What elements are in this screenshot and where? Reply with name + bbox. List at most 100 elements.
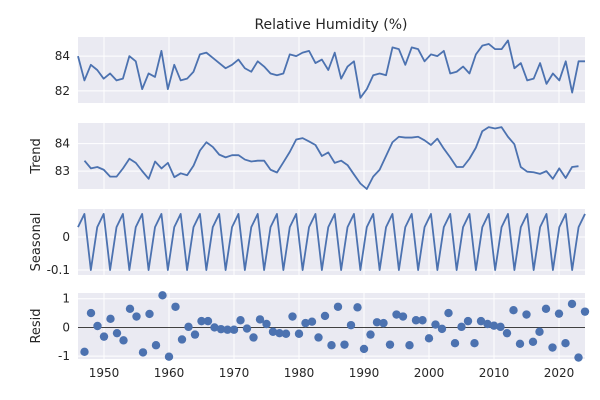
resid-point [106,314,115,324]
resid-point [476,316,486,326]
resid-point [567,299,577,309]
resid-point [301,318,310,328]
chart-title: Relative Humidity (%) [254,17,407,33]
resid-point [249,333,258,342]
resid-point [255,315,265,324]
resid-point [385,340,395,349]
resid-point [112,328,122,338]
resid-point [496,322,505,332]
resid-point [327,341,336,350]
observed-ytick-label: 84 [55,49,70,63]
resid-point [489,321,499,330]
resid-point [379,318,388,328]
seasonal-ytick-label: 0 [62,230,70,244]
trend-ytick-label: 84 [55,137,70,151]
resid-point [99,332,109,341]
resid-point [281,329,291,338]
resid-point [275,328,284,338]
resid-point [80,347,89,357]
resid-point [444,308,453,318]
resid-point [509,306,518,315]
resid-point [528,337,538,346]
resid-point [431,320,440,329]
resid-ytick-label: 1 [62,292,70,306]
resid-point [210,323,219,332]
resid-point [190,330,200,339]
resid-point [119,336,128,345]
resid-point [405,341,414,350]
trend-series-line [83,126,579,190]
observed-panel: 82 84 [55,37,585,103]
xtick-label: 1970 [219,366,250,380]
resid-point [502,328,512,338]
trend-ytick-label: 83 [55,164,70,178]
resid-point [288,312,297,321]
resid-point [574,353,583,362]
resid-point [580,307,590,316]
resid-point [171,302,180,311]
seasonal-panel: -0.1 0 Seasonal [29,209,586,277]
observed-panel-background [78,37,585,103]
resid-point [424,334,434,343]
resid-point [359,344,369,354]
resid-point [86,308,96,318]
resid-point [307,317,317,326]
xtick-label: 2000 [414,366,445,380]
resid-point [483,319,492,329]
resid-point [392,310,401,319]
resid-point [541,304,551,313]
resid-point [411,316,421,325]
resid-point [340,340,349,349]
resid-point [450,339,460,348]
resid-point [223,325,232,334]
resid-ylabel: Resid [29,308,44,343]
resid-point [353,303,362,312]
resid-point [437,324,447,334]
resid-point [151,341,161,350]
resid-point [268,327,278,336]
resid-point [333,302,343,311]
resid-point [158,291,167,300]
trend-panel: 83 84 Trend [29,123,585,190]
xtick-label: 2010 [479,366,510,380]
resid-point [132,312,141,321]
xtick-label: 1980 [284,366,315,380]
resid-point [320,311,330,321]
xtick-label: 1990 [349,366,380,380]
seasonal-ytick-label: -0.1 [47,263,70,277]
resid-panel: -1 0 1 Resid 1950 1960 1970 1980 1990 2000 2010 202… [29,291,590,380]
observed-series-line [77,39,585,99]
resid-point [262,319,271,329]
resid-point [197,316,206,326]
resid-point [372,318,382,327]
xtick-label: 1960 [154,366,185,380]
resid-point [457,322,466,332]
resid-point [515,339,525,348]
resid-point [535,327,544,336]
resid-point [242,324,252,333]
resid-point [125,304,135,313]
resid-point [93,321,102,331]
observed-ytick-label: 82 [55,84,70,98]
resid-point [216,324,226,334]
resid-point [398,312,408,321]
xtick-label: 2020 [544,366,575,380]
resid-point [346,320,356,330]
resid-point [314,333,323,342]
xtick-label: 1950 [89,366,120,380]
resid-ytick-label: -1 [58,349,70,363]
resid-point [418,316,427,325]
resid-point [138,348,148,357]
resid-point [470,339,479,348]
resid-point [554,309,564,318]
resid-point [164,352,174,361]
resid-point [229,325,239,334]
resid-point [294,329,304,338]
resid-point [522,310,531,319]
resid-point [366,330,375,339]
seasonal-ylabel: Seasonal [29,213,44,272]
resid-ytick-label: 0 [62,320,70,334]
resid-point [561,339,570,348]
resid-point [548,343,557,352]
